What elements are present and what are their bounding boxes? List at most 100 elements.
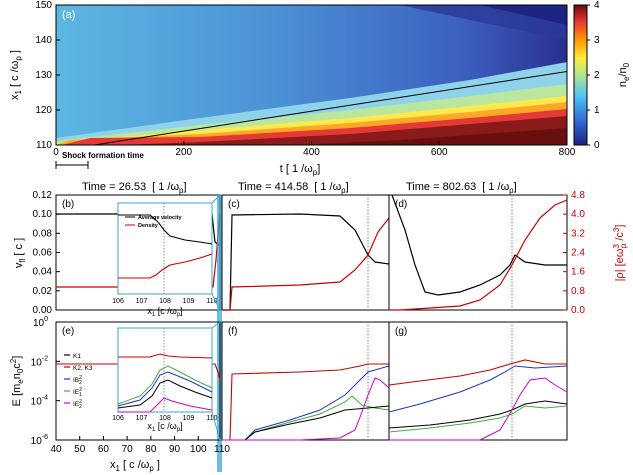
panel-label-d: (d) [395, 199, 407, 210]
legend-label: IB2 2 [73, 375, 82, 386]
panel-label-g: (g) [395, 326, 407, 337]
inset-b: Average velocity Density 106 107 108 109 110… [112, 202, 218, 318]
density-line-c [222, 217, 390, 311]
time-header-b: Time = 26.53[ 1 /ωp] [82, 181, 187, 195]
y-axis-label-e: E [men0c2] [9, 356, 25, 407]
panel-b: (b) Average velocity Density 106 107 108 10… [13, 190, 221, 318]
y2-tick-label-d: 4.0 [571, 209, 585, 220]
inset-e-ticks: 106 107 108 109 110 [112, 415, 218, 422]
inset-b-tick-label: 109 [183, 298, 195, 305]
colorbar-tick-label: 3 [594, 35, 600, 46]
legend-label: K1 [73, 353, 81, 360]
y2-tick-label-d: 0.0 [571, 305, 585, 316]
y-tick-label-b: 0.12 [33, 190, 53, 201]
colorbar-tick-label: 1 [594, 105, 600, 116]
y-tick-label-b: 0.02 [33, 286, 53, 297]
y-tick-label-a: 140 [35, 35, 52, 46]
inset-b-tick-label: 106 [112, 298, 124, 305]
x-tick-label-e: 60 [98, 444, 110, 455]
y-axis-label-b: vfl [ c ] [13, 238, 27, 268]
y2-tick-label-d: 0.8 [571, 286, 585, 297]
y2-tick-label-d: 4.8 [571, 190, 585, 201]
colorbar-tick-label: 2 [594, 70, 600, 81]
inset-e-tick-label: 110 [206, 415, 217, 422]
y-tick-label-e: 10-4 [31, 395, 48, 408]
y-tick-label-b: 0.06 [33, 248, 53, 259]
y-axis-label-a: x1 [ c /ωp ] [9, 50, 23, 100]
panel-d: (d) 0.0 0.8 1.6 2.4 3.2 4.0 4.8 |ρ| [eω3p /c3] [388, 190, 628, 316]
panel-label-c: (c) [228, 199, 240, 210]
y-tick-label-a: 150 [35, 0, 52, 11]
inset-e-tick-label: 109 [183, 415, 195, 422]
inset-e-tick-label: 108 [159, 415, 171, 422]
shock-front-line [94, 71, 567, 145]
legend-label: IE2 1 [73, 387, 82, 398]
y2-axis-label-d: |ρ| [eω3p /c3] [612, 225, 628, 282]
panel-label-e: (e) [62, 326, 74, 337]
x-tick-label-e: 40 [50, 444, 62, 455]
x-tick-label-e: 90 [169, 444, 181, 455]
legend-velocity: Average velocity [138, 215, 182, 221]
x-tick-label-a: 200 [175, 147, 192, 158]
y-tick-label-a: 120 [35, 105, 52, 116]
x-ticks-e: 40 50 60 70 80 90 100 110 [50, 436, 230, 455]
inset-e-tick-label: 107 [136, 415, 148, 422]
time-header-d: Time = 802.63[ 1 /ωp] [406, 181, 517, 195]
legend-label: IE2 2 [73, 399, 82, 410]
y-tick-label-b: 0.08 [33, 228, 53, 239]
legend-label: K2, K3 [73, 365, 93, 372]
inset-b-tick-label: 108 [159, 298, 171, 305]
inset-e: 106 107 108 109 110 x1 [c /ωp] [112, 327, 218, 433]
y-tick-label-b: 0.00 [33, 305, 53, 316]
inset-b-tick-label: 110 [206, 298, 217, 305]
x-tick-label-e: 80 [145, 444, 157, 455]
y-tick-label-e: 10-6 [31, 434, 48, 447]
y2-ticks-d: 0.0 0.8 1.6 2.4 3.2 4.0 4.8 [563, 190, 585, 316]
inset-e-xlabel: x1 [c /ωp] [147, 421, 182, 433]
x-tick-label-e: 70 [122, 444, 134, 455]
x-tick-label-a: 600 [431, 147, 448, 158]
time-header-c: Time = 414.58[ 1 /ωp] [238, 181, 349, 195]
y-tick-label-e: 10-2 [31, 355, 48, 368]
colorbar-tick-label: 0 [594, 140, 600, 151]
panel-label-f: (f) [228, 326, 237, 337]
panel-c: (c) [221, 194, 390, 311]
inset-b-ticks: 106 107 108 109 110 [112, 298, 218, 305]
y-tick-label-e: 100 [33, 316, 48, 329]
shock-formation-annotation: Shock formation time [62, 151, 144, 160]
velocity-line-c [222, 213, 390, 311]
y2-tick-label-d: 1.6 [571, 267, 585, 278]
inset-e-tick-label: 106 [112, 415, 124, 422]
legend-density: Density [138, 223, 159, 229]
y-tick-label-b: 0.10 [33, 209, 53, 220]
density-line-d [389, 199, 568, 311]
inset-b-xlabel: x1 [c /ωp] [147, 306, 182, 318]
x-tick-label-a: 0 [53, 147, 59, 158]
velocity-line-d [391, 194, 567, 296]
inset-b-tick-label: 107 [136, 298, 148, 305]
axes-a: 0 200 400 600 800 110 120 130 140 150 [35, 0, 575, 158]
x-axis-label-e: x1 [ c /ωp ] [110, 459, 160, 473]
heatmap-field [56, 5, 567, 145]
panel-f: (f) [221, 321, 390, 441]
x-tick-label-e: 100 [190, 444, 207, 455]
y-tick-label-b: 0.04 [33, 267, 53, 278]
x-tick-label-e: 110 [214, 444, 230, 455]
colorbar [573, 4, 588, 146]
y-tick-label-a: 110 [36, 140, 52, 151]
y2-tick-label-d: 3.2 [571, 228, 585, 239]
y-ticks-e: 100 10-2 10-4 10-6 [31, 316, 60, 447]
x-tick-label-e: 50 [74, 444, 86, 455]
panel-label-b: (b) [62, 199, 74, 210]
y-ticks-b: 0.00 0.02 0.04 0.06 0.08 0.10 0.12 [33, 190, 60, 316]
x-axis-label-a: t [ 1 /ωp] [280, 163, 321, 177]
y-tick-label-a: 130 [35, 70, 52, 81]
panel-label-a: (a) [62, 9, 75, 21]
y2-tick-label-d: 2.4 [571, 248, 585, 259]
colorbar-label: ne/n0 [617, 62, 631, 87]
colorbar-tick-label: 4 [594, 0, 600, 11]
